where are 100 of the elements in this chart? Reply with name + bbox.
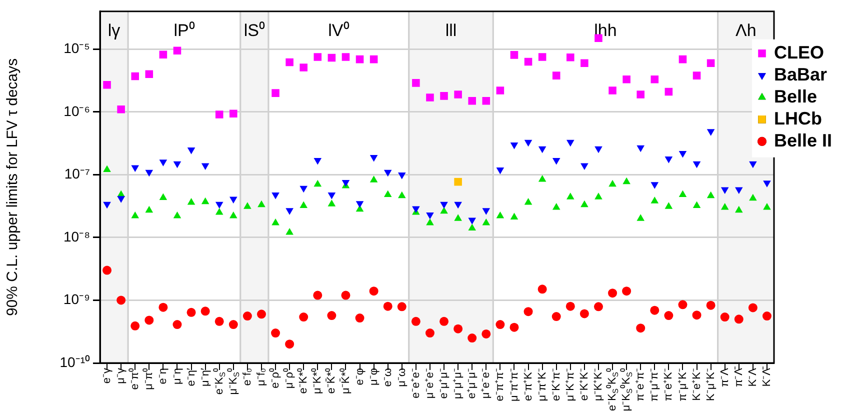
point xyxy=(117,105,125,114)
x-tick-label: μ⁻ρ⁰ xyxy=(282,368,296,389)
point xyxy=(426,212,434,220)
x-tick-label: μ⁻K*⁰ xyxy=(310,368,324,394)
point xyxy=(145,170,154,177)
point xyxy=(636,214,644,221)
point xyxy=(103,80,111,89)
point xyxy=(173,211,182,218)
point xyxy=(482,218,490,226)
point xyxy=(117,196,125,203)
band-label: lγ xyxy=(108,21,121,40)
point xyxy=(102,266,112,275)
x-tick-label: μ⁻ω xyxy=(396,368,408,387)
x-tick-label: μ⁻π⁰ xyxy=(142,368,156,390)
point xyxy=(454,90,462,98)
point xyxy=(271,328,280,338)
point xyxy=(748,303,758,312)
point xyxy=(314,53,322,61)
x-tick-label: e⁻ω xyxy=(382,368,394,387)
y-axis-title: 90% C.L. upper limits for LFV τ decays xyxy=(4,58,22,316)
x-tick-label: μ⁻K⁺K⁻ xyxy=(592,368,605,402)
point xyxy=(314,180,322,187)
point xyxy=(286,208,294,215)
point xyxy=(313,290,322,300)
point xyxy=(440,206,448,214)
point xyxy=(664,202,673,209)
point xyxy=(636,90,644,98)
x-tick-label: π⁻e⁺π⁻ xyxy=(634,368,647,402)
x-tick-label: e⁻K⁺K⁻ xyxy=(578,368,590,401)
point xyxy=(328,192,336,200)
point xyxy=(692,72,701,80)
point xyxy=(580,309,589,318)
band-label: lhh xyxy=(594,21,617,40)
point xyxy=(454,178,462,186)
point xyxy=(103,165,111,172)
point xyxy=(272,218,280,226)
point xyxy=(622,286,632,296)
point xyxy=(425,328,434,338)
point xyxy=(482,329,491,338)
point xyxy=(580,200,588,208)
point xyxy=(159,50,168,58)
legend-label: BaBar xyxy=(774,64,828,84)
point xyxy=(552,72,560,80)
x-tick-label: μ⁻η′ xyxy=(199,368,212,387)
point xyxy=(384,170,392,177)
point xyxy=(678,190,687,197)
point xyxy=(552,158,560,165)
point xyxy=(735,187,743,194)
x-tick-label: e⁻η xyxy=(157,368,170,384)
point xyxy=(215,208,224,215)
x-tick-label: π⁻Λ̄ xyxy=(732,366,745,387)
point xyxy=(356,201,364,208)
point xyxy=(130,321,140,330)
point xyxy=(510,51,518,59)
y-tick-label: 10⁻¹⁰ xyxy=(60,354,90,370)
point xyxy=(426,94,434,102)
x-tick-label: K⁻μ⁺K⁻ xyxy=(704,368,717,402)
point xyxy=(468,218,476,224)
point xyxy=(552,203,560,210)
point xyxy=(720,312,730,322)
point xyxy=(230,196,238,204)
x-tick-label: e⁻K̄*⁰ xyxy=(324,368,338,394)
point xyxy=(159,193,168,200)
point xyxy=(580,163,588,170)
x-tick-label: e⁻γ xyxy=(101,368,114,384)
point xyxy=(370,176,378,182)
point xyxy=(735,206,743,213)
point xyxy=(341,290,350,300)
band-label: lP⁰ xyxy=(174,21,195,40)
point xyxy=(272,89,280,97)
point xyxy=(622,177,630,184)
point xyxy=(342,53,350,61)
point xyxy=(412,79,420,87)
band-label: lV⁰ xyxy=(328,21,350,40)
point xyxy=(256,310,266,319)
x-tick-label: μ⁻e⁺e⁻ xyxy=(424,368,436,399)
point xyxy=(356,55,364,64)
point xyxy=(650,182,659,189)
point xyxy=(300,201,308,208)
point xyxy=(720,203,729,210)
band-label: lll xyxy=(445,21,457,40)
point xyxy=(496,86,504,94)
point xyxy=(594,146,602,154)
point xyxy=(706,59,715,67)
point xyxy=(468,334,477,343)
point xyxy=(510,322,519,332)
point xyxy=(398,191,406,198)
point xyxy=(116,296,126,305)
x-tick-label: e⁻π⁰ xyxy=(128,368,142,390)
point xyxy=(131,72,139,80)
point xyxy=(426,218,434,226)
point xyxy=(692,310,702,320)
x-tick-label: e⁻η′ xyxy=(185,368,198,386)
point xyxy=(186,308,196,317)
point xyxy=(285,340,294,349)
y-tick-label: 10⁻⁸ xyxy=(64,228,90,244)
point xyxy=(440,316,449,326)
point xyxy=(314,158,322,165)
point xyxy=(215,110,224,118)
point xyxy=(397,302,406,312)
